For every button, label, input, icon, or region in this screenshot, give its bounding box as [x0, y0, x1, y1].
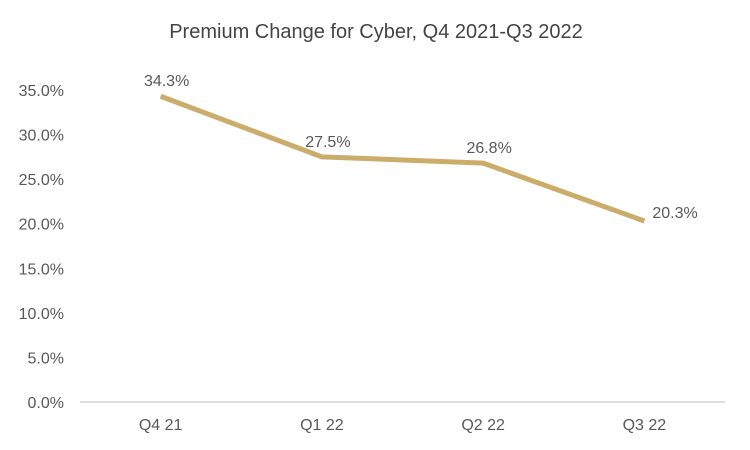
y-tick-label: 5.0% [28, 350, 64, 367]
y-tick-label: 15.0% [19, 261, 64, 278]
y-tick-label: 30.0% [19, 128, 64, 145]
chart-title: Premium Change for Cyber, Q4 2021-Q3 202… [169, 21, 583, 43]
x-tick-label: Q3 22 [623, 417, 667, 434]
y-tick-label: 35.0% [19, 83, 64, 100]
y-tick-label: 10.0% [19, 306, 64, 323]
y-axis-ticks: 0.0% 5.0% 10.0% 15.0% 20.0% 25.0% 30.0% 35.0% [19, 83, 64, 412]
y-tick-label: 20.0% [19, 217, 64, 234]
data-label: 20.3% [652, 205, 697, 222]
x-tick-label: Q4 21 [139, 417, 183, 434]
x-tick-label: Q1 22 [300, 417, 344, 434]
x-tick-label: Q2 22 [461, 417, 505, 434]
y-tick-label: 0.0% [28, 395, 64, 412]
series-line [159, 93, 646, 224]
y-tick-label: 25.0% [19, 172, 64, 189]
data-label: 34.3% [144, 73, 189, 90]
data-labels: 34.3% 27.5% 26.8% 20.3% [144, 73, 698, 222]
series-group [159, 93, 646, 224]
x-axis-ticks: Q4 21 Q1 22 Q2 22 Q3 22 [139, 417, 666, 434]
data-label: 26.8% [466, 140, 511, 157]
data-label: 27.5% [305, 134, 350, 151]
